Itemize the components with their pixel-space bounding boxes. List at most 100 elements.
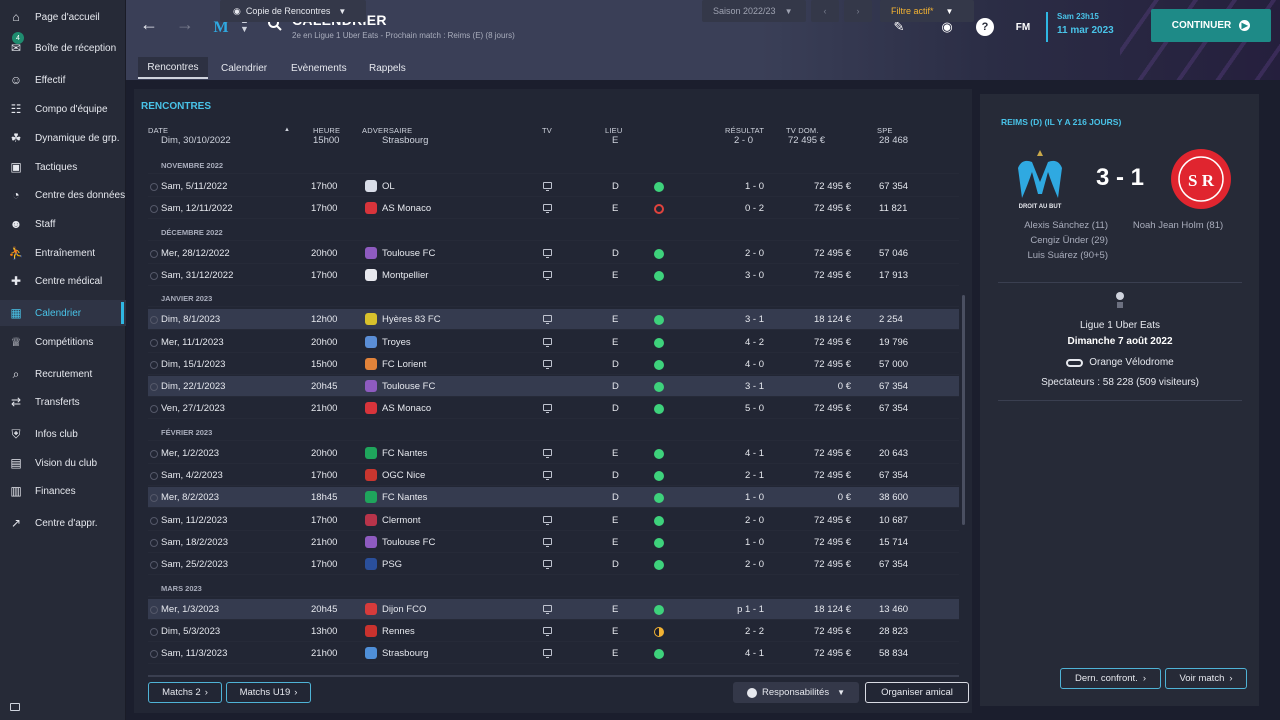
row-opponent[interactable]: Strasbourg	[382, 648, 429, 660]
table-row[interactable]: Sam, 25/2/2023 17h00 PSG D 2 - 0 72 495 € 67 3…	[148, 554, 959, 576]
col-tv-revenue[interactable]: TV DOM.	[786, 126, 819, 135]
reims-crest-icon[interactable]: S R	[1170, 148, 1232, 210]
sidebar-item-page-d-accueil[interactable]: ⌂ Page d'accueil	[0, 4, 126, 30]
row-select-icon[interactable]	[150, 249, 158, 258]
row-result[interactable]: 3 - 0	[744, 269, 764, 281]
table-row[interactable]: Sam, 4/2/2023 17h00 OGC Nice D 2 - 1 72 495 €…	[148, 465, 959, 486]
table-row[interactable]: Dim, 15/1/2023 15h00 FC Lorient D 4 - 0 72 49…	[148, 354, 959, 375]
row-select-icon[interactable]	[150, 605, 158, 614]
row-opponent[interactable]: FC Nantes	[382, 447, 428, 459]
back-arrow-icon[interactable]: ←	[140, 14, 158, 34]
club-logo-icon[interactable]: M	[210, 15, 232, 37]
world-icon[interactable]: ◉	[941, 19, 953, 34]
row-select-icon[interactable]	[150, 271, 158, 280]
table-row[interactable]: Dim, 8/1/2023 12h00 Hyères 83 FC E 3 - 1 18 1…	[148, 309, 959, 331]
sidebar-item-centre-des-donn-es[interactable]: ◔ Centre des données	[0, 182, 126, 208]
responsibilities-dropdown[interactable]: Responsabilités ▼	[733, 682, 859, 703]
row-result[interactable]: 2 - 0	[744, 514, 764, 526]
sidebar-item-tactiques[interactable]: ▣ Tactiques	[0, 154, 126, 180]
row-opponent[interactable]: AS Monaco	[382, 403, 432, 415]
row-select-icon[interactable]	[150, 383, 158, 392]
row-select-icon[interactable]	[150, 338, 158, 347]
row-result[interactable]: 2 - 1	[744, 470, 764, 481]
matches-2-button[interactable]: Matchs 2 ›	[148, 682, 222, 703]
row-result[interactable]: 4 - 2	[744, 336, 764, 348]
tab-calendrier[interactable]: Calendrier	[221, 62, 268, 74]
prev-season-button[interactable]: ‹	[811, 0, 839, 22]
row-select-icon[interactable]	[150, 205, 158, 214]
head-to-head-button[interactable]: Dern. confront. ›	[1060, 668, 1161, 689]
row-opponent[interactable]: PSG	[382, 559, 403, 571]
sidebar-item-entra-nement[interactable]: ⛹ Entraînement	[0, 240, 126, 266]
table-row[interactable]: Mer, 8/2/2023 18h45 FC Nantes D 1 - 0 0 € 38 6…	[148, 487, 959, 509]
sort-asc-icon[interactable]: ▲	[284, 127, 291, 133]
sidebar-item-calendrier[interactable]: ▦ Calendrier	[0, 300, 126, 326]
sidebar-item-comp-titions[interactable]: ♕ Compétitions	[0, 329, 126, 355]
edit-icon[interactable]: ✎	[893, 19, 905, 34]
view-match-button[interactable]: Voir match ›	[1165, 668, 1247, 689]
row-result[interactable]: 1 - 0	[744, 492, 764, 504]
table-row[interactable]: Dim, 5/3/2023 13h00 Rennes E 2 - 2 72 495 € 28…	[148, 621, 959, 642]
table-row[interactable]: Sam, 5/11/2022 17h00 OL D 1 - 0 72 495 € 67 35…	[148, 176, 959, 197]
row-result[interactable]: 2 - 0	[744, 559, 764, 571]
row-opponent[interactable]: Troyes	[382, 336, 411, 348]
col-venue[interactable]: LIEU	[605, 126, 623, 135]
col-date[interactable]: DATE	[148, 126, 169, 135]
sidebar-item-infos-club[interactable]: ⛨ Infos club	[0, 421, 126, 447]
row-result[interactable]: 2 - 2	[744, 625, 764, 637]
season-dropdown[interactable]: Saison 2022/23 ▼	[702, 0, 806, 22]
sidebar-item-centre-m-dical[interactable]: ✚ Centre médical	[0, 268, 126, 294]
om-crest-icon[interactable]: DROIT AU BUT	[1012, 148, 1068, 212]
table-row[interactable]: Sam, 11/2/2023 17h00 Clermont E 2 - 0 72 495 …	[148, 510, 959, 531]
scrollbar[interactable]	[962, 295, 965, 525]
col-spectators[interactable]: SPE	[877, 126, 893, 135]
sidebar-item-transferts[interactable]: ⇄ Transferts	[0, 389, 126, 415]
row-opponent[interactable]: FC Lorient	[382, 358, 427, 370]
table-row[interactable]: Sam, 31/12/2022 17h00 Montpellier E 3 - 0 72 …	[148, 265, 959, 286]
row-result[interactable]: 4 - 1	[744, 447, 764, 459]
row-opponent[interactable]: Dijon FCO	[382, 603, 427, 615]
row-result[interactable]: 3 - 1	[744, 381, 764, 393]
help-icon[interactable]: ?	[976, 18, 994, 36]
matches-u19-button[interactable]: Matchs U19 ›	[226, 682, 311, 703]
row-select-icon[interactable]	[150, 561, 158, 570]
arrange-friendly-button[interactable]: Organiser amical	[865, 682, 969, 703]
row-opponent[interactable]: OGC Nice	[382, 470, 426, 481]
row-opponent[interactable]: Toulouse FC	[382, 381, 436, 393]
row-select-icon[interactable]	[150, 405, 158, 414]
table-row[interactable]: Sam, 11/3/2023 21h00 Strasbourg E 4 - 1 72 49…	[148, 643, 959, 665]
tab-rencontres[interactable]: Rencontres	[138, 57, 208, 79]
table-row[interactable]: Sam, 18/2/2023 21h00 Toulouse FC E 1 - 0 72 4…	[148, 532, 959, 553]
row-opponent[interactable]: Montpellier	[382, 269, 429, 281]
tab-rappels[interactable]: Rappels	[369, 62, 406, 74]
row-select-icon[interactable]	[150, 516, 158, 525]
row-select-icon[interactable]	[150, 538, 158, 547]
row-opponent[interactable]: Toulouse FC	[382, 536, 436, 548]
continue-button[interactable]: CONTINUER ▶	[1151, 9, 1271, 42]
sidebar-item-dynamique-de-grp[interactable]: ☘ Dynamique de grp.	[0, 125, 126, 151]
row-result[interactable]: 4 - 1	[744, 648, 764, 660]
table-row[interactable]: Dim, 22/1/2023 20h45 Toulouse FC D 3 - 1 0 € 6…	[148, 376, 959, 398]
row-opponent[interactable]: OL	[382, 181, 395, 192]
row-select-icon[interactable]	[150, 360, 158, 369]
row-select-icon[interactable]	[150, 494, 158, 503]
row-result[interactable]: 5 - 0	[744, 403, 764, 415]
row-result[interactable]: 0 - 2	[744, 203, 764, 215]
row-select-icon[interactable]	[150, 650, 158, 659]
row-result[interactable]: 2 - 0	[744, 247, 764, 259]
row-select-icon[interactable]	[150, 472, 158, 480]
row-result[interactable]: p 1 - 1	[737, 603, 764, 615]
sidebar-item-centre-d-appr[interactable]: ↗ Centre d'appr.	[0, 510, 126, 536]
row-opponent[interactable]: FC Nantes	[382, 492, 428, 504]
sidebar-item-effectif[interactable]: ☺ Effectif	[0, 67, 126, 93]
forward-arrow-icon[interactable]: →	[176, 14, 194, 34]
row-result[interactable]: 1 - 0	[744, 181, 764, 192]
row-opponent[interactable]: AS Monaco	[382, 203, 432, 215]
row-result[interactable]: 1 - 0	[744, 536, 764, 548]
col-result[interactable]: RÉSULTAT	[725, 126, 765, 135]
table-row[interactable]: Mer, 28/12/2022 20h00 Toulouse FC D 2 - 0 72 …	[148, 243, 959, 264]
table-row[interactable]: Sam, 12/11/2022 17h00 AS Monaco E 0 - 2 72 49…	[148, 198, 959, 220]
col-tv[interactable]: TV	[542, 126, 552, 135]
sidebar-item-vision-du-club[interactable]: ▤ Vision du club	[0, 450, 126, 476]
